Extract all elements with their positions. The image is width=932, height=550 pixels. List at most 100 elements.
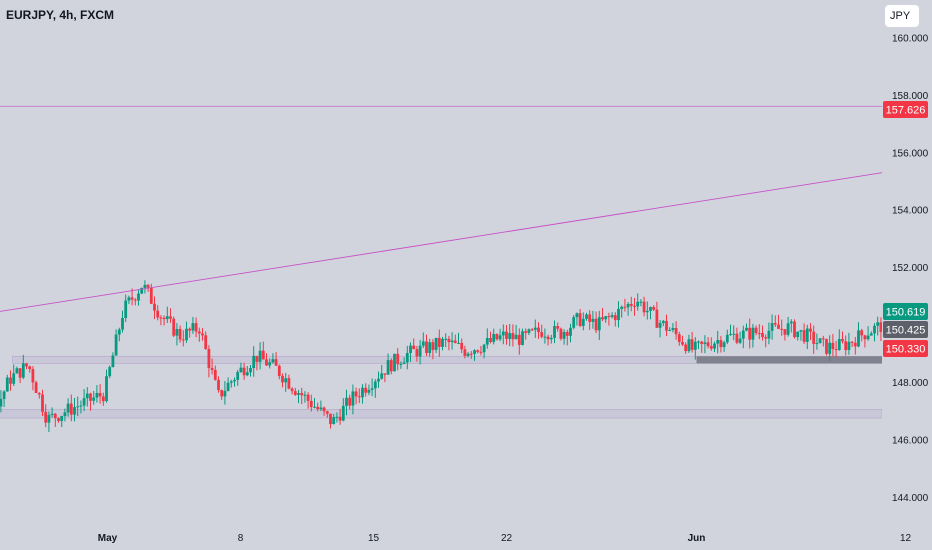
candle-body bbox=[716, 340, 720, 344]
candle-body bbox=[767, 330, 771, 339]
candle-body bbox=[873, 325, 876, 334]
support-zone-lower bbox=[0, 409, 883, 419]
candle-body bbox=[780, 328, 784, 330]
candle-body bbox=[777, 324, 780, 329]
candle-body bbox=[418, 345, 422, 357]
candle-body bbox=[617, 308, 620, 321]
candle-body bbox=[489, 338, 492, 342]
candle-body bbox=[377, 378, 380, 382]
candle-body bbox=[533, 327, 537, 330]
candle-body bbox=[741, 330, 745, 339]
candle-body bbox=[639, 301, 643, 303]
candle-body bbox=[121, 318, 124, 330]
candle-body bbox=[223, 390, 227, 397]
y-tick-label: 144.000 bbox=[892, 493, 929, 504]
candle-body bbox=[354, 391, 358, 397]
candle-body bbox=[527, 329, 531, 333]
candle-body bbox=[671, 327, 675, 330]
candle-body bbox=[319, 407, 323, 410]
currency-selector[interactable]: JPY bbox=[885, 5, 919, 27]
candle-body bbox=[12, 373, 16, 384]
candle-body bbox=[60, 416, 64, 421]
candle-body bbox=[735, 333, 739, 343]
candle-body bbox=[770, 323, 774, 331]
candle-body bbox=[604, 316, 608, 320]
candle-body bbox=[645, 310, 649, 313]
candle-body bbox=[245, 372, 249, 376]
candle-body bbox=[623, 306, 627, 308]
trendline-magenta-resistance[interactable] bbox=[0, 34, 932, 330]
candle-body bbox=[485, 338, 489, 345]
candle-body bbox=[380, 373, 384, 379]
candle-body bbox=[738, 338, 742, 343]
candle-body bbox=[82, 398, 86, 406]
candle-body bbox=[428, 342, 432, 353]
candle-body bbox=[236, 372, 240, 380]
candle-body bbox=[748, 327, 752, 340]
candle-body bbox=[405, 352, 409, 363]
candle-body bbox=[140, 287, 144, 294]
candle-body bbox=[242, 367, 246, 376]
candle-body bbox=[341, 405, 345, 421]
candle-body bbox=[169, 316, 172, 319]
candle-body bbox=[588, 314, 592, 322]
candle-body bbox=[63, 412, 67, 417]
candle-body bbox=[383, 373, 387, 375]
candle-body bbox=[271, 359, 275, 363]
candle-body bbox=[143, 284, 147, 288]
candle-body bbox=[649, 306, 652, 311]
candle-body bbox=[773, 323, 777, 325]
candle-body bbox=[137, 293, 140, 301]
candle-body bbox=[425, 341, 428, 353]
candle-body bbox=[21, 363, 25, 378]
candle-body bbox=[818, 338, 822, 344]
x-tick-label: May bbox=[98, 533, 118, 544]
candle-body bbox=[831, 342, 835, 349]
candle-body bbox=[709, 346, 713, 349]
candle-body bbox=[556, 326, 560, 329]
candle-body bbox=[793, 321, 796, 338]
candle-body bbox=[652, 306, 656, 310]
candle-body bbox=[620, 306, 624, 309]
candle-body bbox=[133, 299, 137, 301]
candle-body bbox=[162, 317, 166, 320]
candle-body bbox=[114, 334, 118, 356]
candle-body bbox=[393, 353, 396, 372]
candle-body bbox=[722, 342, 726, 348]
candle-body bbox=[261, 350, 265, 360]
candle-body bbox=[297, 393, 300, 395]
y-tick-label: 160.000 bbox=[892, 33, 929, 44]
candle-body bbox=[479, 351, 483, 353]
candle-body bbox=[57, 418, 60, 421]
candle-body bbox=[386, 360, 390, 375]
candle-body bbox=[802, 330, 806, 342]
candle-body bbox=[293, 391, 297, 395]
candle-body bbox=[258, 350, 262, 362]
candle-body bbox=[546, 336, 550, 340]
candle-body bbox=[508, 333, 512, 339]
candle-body bbox=[373, 381, 377, 389]
candle-body bbox=[249, 368, 252, 373]
candle-body bbox=[165, 316, 169, 320]
candle-body bbox=[0, 398, 3, 407]
candle-body bbox=[693, 341, 697, 350]
candle-body bbox=[5, 377, 9, 392]
candle-body bbox=[217, 379, 220, 391]
candle-body bbox=[575, 313, 579, 318]
candle-body bbox=[325, 411, 329, 414]
candle-body bbox=[322, 407, 326, 412]
price-tag-label: 157.626 bbox=[886, 105, 926, 117]
candle-body bbox=[252, 355, 256, 369]
candle-body bbox=[415, 349, 419, 357]
candle-body bbox=[706, 342, 710, 347]
candle-body bbox=[703, 342, 707, 344]
candle-body bbox=[633, 305, 636, 307]
candle-body bbox=[879, 322, 883, 332]
candle-body bbox=[210, 368, 214, 370]
candle-body bbox=[601, 317, 604, 320]
candle-body bbox=[229, 381, 233, 383]
candle-body bbox=[50, 413, 54, 415]
candle-body bbox=[444, 338, 448, 340]
candle-body bbox=[25, 363, 28, 367]
